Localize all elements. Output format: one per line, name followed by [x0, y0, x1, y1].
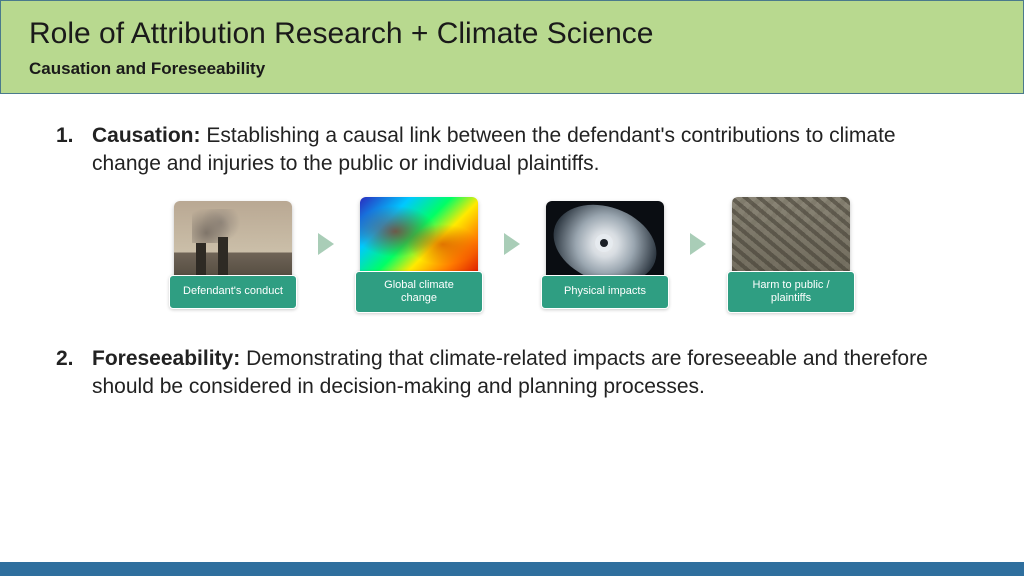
arrow-icon: [690, 233, 706, 255]
arrow-icon: [318, 233, 334, 255]
flow-label: Global climate change: [355, 271, 483, 313]
bullet-text: Causation: Establishing a causal link be…: [92, 122, 968, 179]
flow-step: Global climate change: [344, 197, 494, 313]
hurricane-icon: [546, 201, 664, 287]
heatmap-icon: [360, 197, 478, 283]
flow-label: Defendant's conduct: [169, 275, 297, 309]
flow-step: Harm to public / plaintiffs: [716, 197, 866, 313]
bullet-number: 1.: [56, 122, 78, 179]
footer-bar: [0, 562, 1024, 576]
factory-icon: [174, 201, 292, 287]
slide-subtitle: Causation and Foreseeability: [29, 59, 995, 79]
causation-flow: Defendant's conduct Global climate chang…: [56, 197, 968, 313]
bullet-point: 1. Causation: Establishing a causal link…: [56, 122, 968, 179]
bullet-text: Foreseeability: Demonstrating that clima…: [92, 345, 968, 402]
bullet-number: 2.: [56, 345, 78, 402]
arrow-icon: [504, 233, 520, 255]
bullet-point: 2. Foreseeability: Demonstrating that cl…: [56, 345, 968, 402]
flow-label: Harm to public / plaintiffs: [727, 271, 855, 313]
slide-header: Role of Attribution Research + Climate S…: [0, 0, 1024, 94]
debris-icon: [732, 197, 850, 283]
slide-title: Role of Attribution Research + Climate S…: [29, 17, 995, 51]
bullet-desc: Establishing a causal link between the d…: [92, 124, 896, 175]
flow-step: Physical impacts: [530, 201, 680, 309]
slide-body: 1. Causation: Establishing a causal link…: [0, 94, 1024, 402]
flow-step: Defendant's conduct: [158, 201, 308, 309]
flow-label: Physical impacts: [541, 275, 669, 309]
bullet-term: Foreseeability:: [92, 347, 240, 370]
bullet-term: Causation:: [92, 124, 201, 147]
